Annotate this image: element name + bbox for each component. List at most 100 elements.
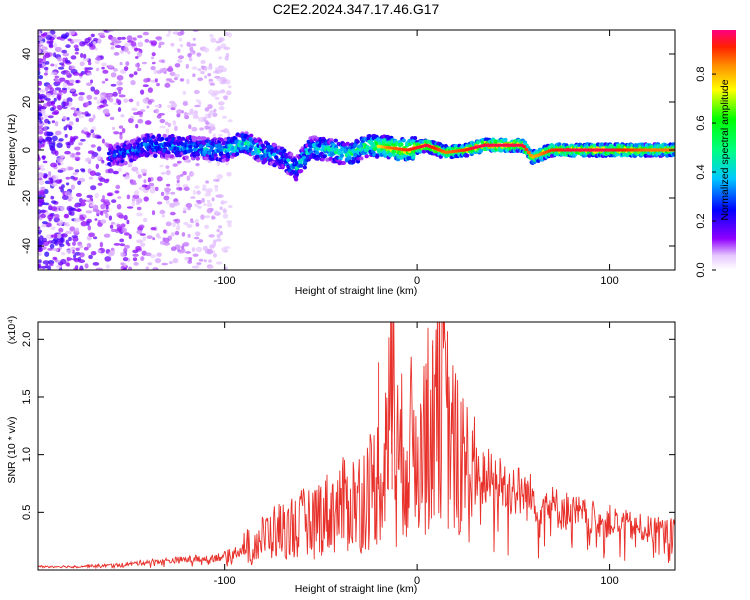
spectrogram-cell (200, 214, 205, 220)
spectrogram-cell (165, 165, 170, 169)
spectrogram-cell (42, 194, 46, 199)
spectrogram-cell (43, 114, 49, 119)
spectrogram-cell (170, 246, 177, 251)
figure-title: C2E2.2024.347.17.46.G17 (273, 1, 440, 17)
spectrogram-cell (170, 191, 176, 195)
spectrogram-cell (86, 67, 94, 70)
spectrogram-cell (105, 112, 111, 116)
spectrogram-cell (191, 66, 198, 71)
spectrogram-cell (133, 71, 138, 76)
spectrogram-cell (168, 65, 173, 70)
spectrogram-cell (122, 257, 129, 262)
spectrogram-cell (182, 210, 187, 214)
spectrogram-cell (160, 171, 167, 175)
spectrogram-cell (133, 48, 141, 51)
spectrogram-cell (206, 202, 213, 208)
spectrogram-cell (95, 267, 103, 270)
spectrogram-cell (165, 191, 170, 195)
spectrogram-cell (72, 71, 80, 76)
spectrogram-cell (130, 80, 136, 86)
spectrogram-cell (209, 123, 216, 127)
spectrogram-cell (209, 82, 216, 86)
spectrogram-cell (58, 138, 64, 142)
spectrogram-cell (38, 46, 41, 52)
spectrogram-cell (49, 87, 54, 93)
spectrogram-cell (207, 73, 212, 77)
snr-y-tick-label: 1.0 (21, 447, 33, 462)
spectrogram-cell (159, 240, 166, 245)
spectrogram-cell (94, 60, 100, 65)
spectrogram-cell (72, 236, 79, 242)
spectrogram-cell (204, 75, 208, 79)
spectrogram-cell (112, 170, 119, 175)
spectrogram-cell (64, 150, 71, 155)
spectrogram-cell (183, 186, 190, 191)
spectrogram-cell (222, 67, 227, 73)
spectrogram-cell (51, 200, 57, 204)
spectrogram-cell (227, 223, 232, 228)
spectrogram-cell (174, 125, 178, 131)
snr-x-tick-label: -100 (214, 575, 236, 587)
spectrogram-cell (86, 194, 93, 199)
spectrogram-cell (183, 111, 188, 117)
spectrogram-cell (169, 80, 175, 83)
spectrogram-cell (76, 208, 82, 213)
spectrogram-cell (122, 267, 127, 270)
spectrogram-cell (218, 101, 225, 106)
spectrogram-cell (176, 113, 181, 118)
spectrogram-cell (123, 262, 127, 268)
spectrogram-cell (119, 162, 124, 167)
spectrogram-cell (205, 180, 210, 184)
spectrogram-cell (75, 110, 82, 116)
spectrogram-cell (201, 197, 205, 203)
spectrogram-cell (188, 144, 193, 149)
spectrogram-cell (73, 267, 78, 270)
spectrogram-cell (41, 144, 45, 148)
spectrogram-cell (193, 236, 200, 240)
spectrogram-cell (418, 139, 423, 144)
spectrogram-cell (130, 115, 135, 119)
spectrogram-cell (68, 30, 76, 36)
spectrogram-cell (109, 116, 115, 121)
spectrogram-cell (128, 266, 133, 270)
spectrogram-cell (204, 125, 210, 130)
spectrogram-cell (289, 152, 294, 157)
spectrogram-cell (89, 170, 96, 176)
spectrogram-cell (141, 184, 148, 188)
spectrogram-cell (53, 97, 57, 102)
spectrogram-cell (339, 153, 344, 158)
spectrogram-cell (140, 256, 145, 261)
spectrogram-cell (38, 209, 42, 215)
spectrogram-cell (69, 211, 75, 216)
spectrogram-cell (164, 187, 171, 193)
spectrogram-cell (119, 243, 125, 247)
spectrogram-cell (126, 145, 131, 150)
spectrogram-cell (211, 197, 215, 202)
spectrogram-cell (156, 176, 163, 182)
spectrogram-cell (155, 36, 163, 40)
spectrogram-cell (137, 118, 144, 124)
spectrogram-cell (110, 221, 116, 225)
spectrogram-cell (38, 129, 43, 135)
spectrogram-cell (248, 136, 253, 141)
spectrogram-cell (185, 63, 189, 69)
spectrogram-cell (101, 92, 107, 96)
spectrogram-cell (217, 68, 223, 74)
spectrogram-cell (217, 143, 222, 148)
spectrogram-cell (48, 41, 53, 48)
spectrogram-cell (188, 57, 193, 62)
spectrogram-cell (156, 133, 162, 138)
spectrogram-cell (89, 203, 95, 207)
spectrogram-cell (131, 197, 136, 202)
spectrogram-cell (227, 131, 231, 137)
spectrogram-cell (38, 104, 43, 109)
spectrogram-cell (170, 42, 175, 47)
spectrogram-cell (40, 209, 46, 214)
spectrogram-cell (182, 101, 188, 106)
spectrogram-cell (112, 91, 118, 97)
spectrogram-cell (137, 41, 144, 47)
spectrogram-cell (557, 142, 562, 147)
spectrogram-cell (195, 163, 200, 167)
spectrogram-cell (298, 169, 304, 173)
spectrogram-cell (103, 210, 108, 215)
